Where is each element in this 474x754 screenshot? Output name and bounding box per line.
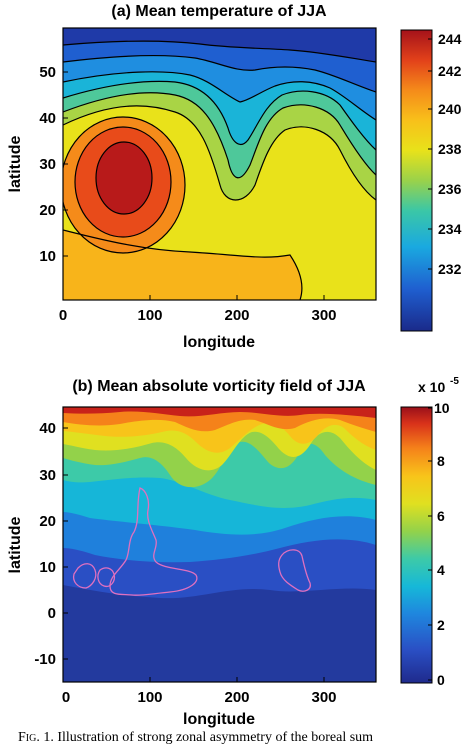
panel-a-ytick-label: 30 bbox=[39, 156, 56, 173]
panel-a-xtick-label: 200 bbox=[224, 307, 249, 324]
panel-a-colorbar-label: 242 bbox=[438, 63, 462, 79]
panel-b-ytick-label: 20 bbox=[39, 513, 56, 530]
panel-b-colorbar-label: 10 bbox=[434, 400, 450, 416]
panel-b-y-ticks bbox=[63, 427, 68, 660]
panel-a-xtick-label: 100 bbox=[137, 307, 162, 324]
panel-a-colorbar-ticks bbox=[428, 38, 432, 270]
panel-a-title: (a) Mean temperature of JJA bbox=[111, 3, 327, 20]
panel-a-colorbar-label: 238 bbox=[438, 141, 462, 157]
panel-b-plot-frame bbox=[62, 406, 377, 683]
panel-a-colorbar bbox=[400, 29, 433, 332]
panel-a-xtick-label: 0 bbox=[59, 307, 67, 324]
panel-b-ytick-label: 0 bbox=[48, 605, 56, 622]
panel-b-colorbar bbox=[400, 406, 433, 684]
panel-a-ytick-label: 40 bbox=[39, 110, 56, 127]
panel-a-x-ticks bbox=[62, 295, 325, 300]
caption-text: Illustration of strong zonal asymmetry o… bbox=[53, 730, 374, 745]
panel-b-ytick-label: 30 bbox=[39, 467, 56, 484]
panel-a-colorbar-label: 232 bbox=[438, 261, 462, 277]
panel-b-colorbar-label: 0 bbox=[437, 672, 445, 688]
panel-a-ytick-label: 50 bbox=[39, 64, 56, 81]
panel-a-ytick-label: 10 bbox=[39, 248, 56, 265]
panel-b-colorbar-label: 6 bbox=[437, 508, 445, 524]
panel-b-colorbar-label: 2 bbox=[437, 617, 445, 633]
panel-b-ytick-label: 40 bbox=[39, 420, 56, 437]
panel-a-colorbar-label: 234 bbox=[438, 221, 462, 237]
panel-a-y-ticks bbox=[63, 71, 68, 257]
panel-b-xtick-label: 100 bbox=[137, 689, 162, 706]
panel-b-xlabel: longitude bbox=[183, 711, 255, 728]
panel-b-colorbar-exponent: -5 bbox=[450, 376, 459, 387]
panel-b-xtick-label: 200 bbox=[224, 689, 249, 706]
panel-b-field bbox=[63, 407, 376, 682]
panel-a-xtick-label: 300 bbox=[311, 307, 336, 324]
panel-a-field bbox=[63, 28, 376, 300]
panel-b-ytick-label: 10 bbox=[39, 559, 56, 576]
caption-fig-label: Fig. 1. bbox=[18, 730, 54, 745]
panel-b-ylabel: latitude bbox=[7, 516, 24, 573]
panel-b-colorbar-label: 4 bbox=[437, 562, 445, 578]
panel-b-xtick-label: 300 bbox=[311, 689, 336, 706]
panel-b-title: (b) Mean absolute vorticity field of JJA bbox=[72, 378, 366, 395]
panel-a-colorbar-label: 244 bbox=[438, 31, 462, 47]
panel-a-ylabel: latitude bbox=[7, 135, 24, 192]
figure-caption: Fig. 1. Illustration of strong zonal asy… bbox=[18, 730, 474, 746]
panel-a-xlabel: longitude bbox=[183, 334, 255, 351]
panel-b-overlay-contours bbox=[72, 487, 311, 596]
panel-b-xtick-label: 0 bbox=[62, 689, 70, 706]
panel-b-ytick-label: -10 bbox=[34, 651, 56, 668]
panel-b-colorbar-ticks bbox=[428, 407, 432, 681]
panel-b-colorbar-multiplier: x 10 bbox=[418, 379, 445, 395]
panel-a-colorbar-label: 236 bbox=[438, 181, 462, 197]
panel-a-contours bbox=[63, 40, 376, 300]
panel-b-x-ticks bbox=[62, 677, 325, 682]
panel-a-colorbar-label: 240 bbox=[438, 101, 462, 117]
panel-b-colorbar-label: 8 bbox=[437, 453, 445, 469]
panel-a-ytick-label: 20 bbox=[39, 202, 56, 219]
